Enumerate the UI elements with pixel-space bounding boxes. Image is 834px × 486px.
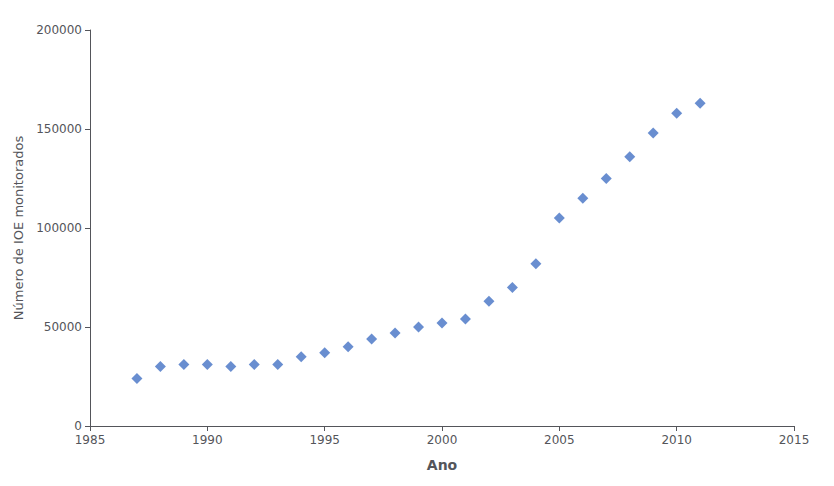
- svg-text:200000: 200000: [36, 23, 82, 37]
- svg-text:2000: 2000: [427, 433, 458, 447]
- svg-text:0: 0: [74, 419, 82, 433]
- svg-text:Número de IOE monitorados: Número de IOE monitorados: [11, 136, 26, 321]
- svg-text:Ano: Ano: [427, 457, 458, 473]
- svg-text:150000: 150000: [36, 122, 82, 136]
- svg-text:1990: 1990: [192, 433, 223, 447]
- svg-text:100000: 100000: [36, 221, 82, 235]
- svg-text:2015: 2015: [779, 433, 810, 447]
- svg-text:50000: 50000: [44, 320, 82, 334]
- svg-text:2005: 2005: [544, 433, 575, 447]
- svg-text:1985: 1985: [75, 433, 106, 447]
- svg-text:2010: 2010: [661, 433, 692, 447]
- svg-text:1995: 1995: [309, 433, 340, 447]
